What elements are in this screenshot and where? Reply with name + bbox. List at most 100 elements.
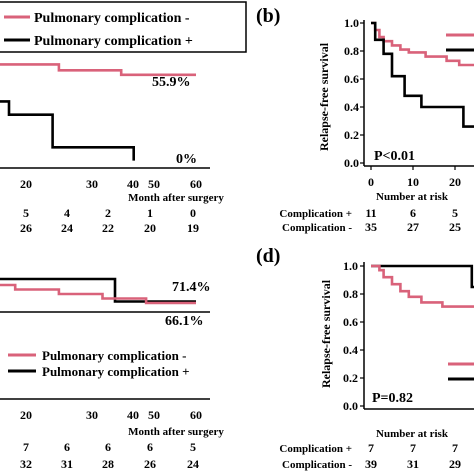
y-tick-label: 1.0 <box>343 259 358 273</box>
panel-d-risk-title: Number at risk <box>376 428 449 440</box>
panel-b: (b) Relapse-free survival 0.0 0.2 0.4 0.… <box>256 5 474 234</box>
panel-c-end-label-plus: 71.4% <box>172 280 211 295</box>
x-tick-label: 10 <box>407 175 419 189</box>
panel-a: Pulmonary complication - Pulmonary compl… <box>0 1 247 235</box>
panel-a-risk-table: 5 4 2 1 0 26 24 22 20 19 <box>20 206 199 235</box>
panel-c-plot-area <box>0 277 210 313</box>
risk-value: 32 <box>20 457 32 471</box>
panel-a-x-axis-title: Month after surgery <box>128 192 224 204</box>
x-tick-label: 50 <box>148 177 160 191</box>
risk-row-label: Complication + <box>279 208 352 220</box>
risk-value: 39 <box>365 457 377 471</box>
y-tick-label: 0.0 <box>343 399 358 413</box>
km-curve-complication-minus <box>0 63 196 77</box>
risk-value: 6 <box>410 206 416 220</box>
panel-c-risk-table: 7 6 6 6 5 32 31 28 26 24 <box>20 440 199 471</box>
km-curve-complication-plus <box>371 21 474 128</box>
panel-a-legend-box <box>0 1 247 53</box>
panel-d: (d) Relapse-free survival 0.0 0.2 0.4 0.… <box>256 245 474 471</box>
panel-b-letter: (b) <box>256 5 280 27</box>
km-curve-complication-minus <box>371 21 474 67</box>
y-tick-label: 1.0 <box>344 16 359 30</box>
risk-value: 6 <box>105 440 111 454</box>
y-tick-label: 0.4 <box>344 100 359 114</box>
risk-value: 0 <box>190 206 196 220</box>
panel-c: 71.4% 66.1% Pulmonary complication - Pul… <box>0 277 224 471</box>
km-curve-complication-minus <box>371 264 474 308</box>
panel-c-x-ticklabels: 20 30 40 50 60 <box>20 408 202 422</box>
risk-value: 5 <box>23 206 29 220</box>
risk-row-label: Complication + <box>279 443 352 455</box>
panel-c-legend-label-plus: Pulmonary complication + <box>42 364 190 379</box>
risk-value: 1 <box>147 206 153 220</box>
risk-value: 29 <box>449 457 461 471</box>
risk-value: 24 <box>61 221 73 235</box>
x-tick-label: 30 <box>86 177 98 191</box>
panel-b-y-ticklabels: 0.0 0.2 0.4 0.6 0.8 1.0 <box>344 16 359 170</box>
y-tick-label: 0.8 <box>343 287 358 301</box>
x-tick-label: 60 <box>190 177 202 191</box>
panel-a-x-ticklabels: 20 30 40 50 60 <box>20 177 202 191</box>
x-tick-label: 20 <box>449 175 461 189</box>
km-curve-complication-minus <box>0 283 196 305</box>
km-curve-complication-plus <box>371 264 474 289</box>
y-tick-label: 0.6 <box>344 72 359 86</box>
risk-value: 6 <box>64 440 70 454</box>
risk-value: 6 <box>147 440 153 454</box>
risk-value: 7 <box>368 441 374 455</box>
risk-value: 7 <box>23 440 29 454</box>
risk-value: 24 <box>187 457 199 471</box>
panel-d-letter: (d) <box>256 245 280 267</box>
y-tick-label: 0.6 <box>343 315 358 329</box>
panel-a-plot-area <box>0 63 210 169</box>
risk-value: 7 <box>410 441 416 455</box>
risk-value: 2 <box>105 206 111 220</box>
risk-value: 35 <box>365 220 377 234</box>
panel-b-y-axis-title: Relapse-free survival <box>317 42 331 151</box>
x-tick-label: 40 <box>127 177 139 191</box>
panel-b-plot-area <box>360 20 474 170</box>
km-curve-complication-plus <box>0 277 196 303</box>
panel-b-pvalue: P<0.01 <box>374 149 415 164</box>
x-tick-label: 0 <box>368 175 374 189</box>
x-tick-label: 20 <box>20 177 32 191</box>
panel-d-y-ticklabels: 0.0 0.2 0.4 0.6 0.8 1.0 <box>343 259 358 413</box>
x-tick-label: 40 <box>127 408 139 422</box>
x-tick-label: 60 <box>190 408 202 422</box>
panel-c-legend-label-minus: Pulmonary complication - <box>42 348 186 363</box>
risk-value: 31 <box>407 457 419 471</box>
panel-b-risk-title: Number at risk <box>376 191 449 203</box>
y-tick-label: 0.0 <box>344 156 359 170</box>
risk-row-label: Complication - <box>282 459 352 471</box>
risk-value: 26 <box>144 457 156 471</box>
panel-c-end-label-minus: 66.1% <box>165 314 204 329</box>
panel-b-risk-table: Complication + Complication - 11 6 5 35 … <box>279 206 461 234</box>
panel-a-legend-label-minus: Pulmonary complication - <box>34 11 190 26</box>
risk-value: 11 <box>365 206 376 220</box>
risk-value: 4 <box>64 206 70 220</box>
risk-value: 5 <box>452 206 458 220</box>
risk-value: 28 <box>102 457 114 471</box>
risk-value: 27 <box>407 220 419 234</box>
panel-a-end-label-plus: 0% <box>176 152 197 167</box>
y-tick-label: 0.8 <box>344 44 359 58</box>
x-tick-label: 30 <box>86 408 98 422</box>
risk-value: 5 <box>190 440 196 454</box>
risk-value: 19 <box>187 221 199 235</box>
x-tick-label: 20 <box>20 408 32 422</box>
y-tick-label: 0.2 <box>344 128 359 142</box>
panel-a-end-label-minus: 55.9% <box>152 75 191 90</box>
panel-d-risk-table: Complication + Complication - 7 7 7 39 3… <box>279 441 461 471</box>
panel-d-plot-area <box>360 262 474 410</box>
x-tick-label: 50 <box>148 408 160 422</box>
panel-a-legend-label-plus: Pulmonary complication + <box>34 34 193 49</box>
panel-d-pvalue: P=0.82 <box>372 391 413 406</box>
panel-d-y-axis-title: Relapse-free survival <box>319 279 333 388</box>
risk-value: 20 <box>144 221 156 235</box>
y-tick-label: 0.4 <box>343 343 358 357</box>
km-curve-complication-plus <box>0 100 135 161</box>
panel-c-x-axis-title: Month after surgery <box>128 426 224 438</box>
risk-row-label: Complication - <box>282 222 352 234</box>
risk-value: 22 <box>102 221 114 235</box>
